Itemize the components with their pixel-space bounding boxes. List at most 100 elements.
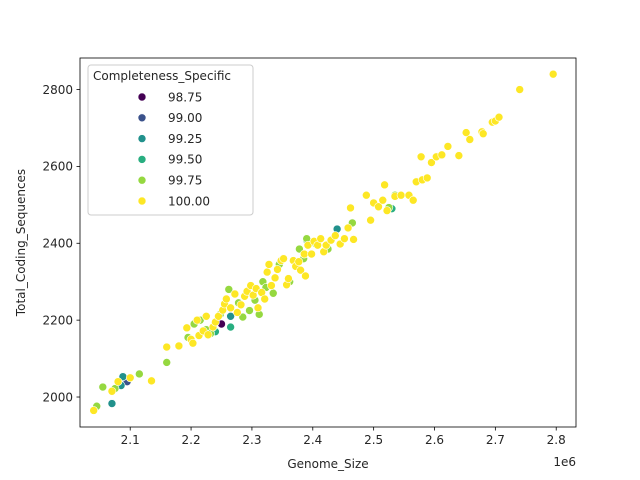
data-point xyxy=(268,288,278,298)
data-point xyxy=(236,300,246,310)
y-tick-label: 2400 xyxy=(42,237,73,251)
data-point xyxy=(226,311,235,321)
x-tick-label: 2.8 xyxy=(547,433,566,447)
data-point xyxy=(366,215,375,225)
data-points xyxy=(89,69,558,415)
data-point xyxy=(238,312,248,322)
data-point xyxy=(465,135,475,144)
plot-frame xyxy=(79,57,577,428)
data-point xyxy=(374,202,383,212)
data-point xyxy=(416,152,426,162)
data-point xyxy=(264,260,274,269)
legend-marker xyxy=(137,155,147,164)
x-tick-label: 2.7 xyxy=(486,433,505,447)
legend-label: 99.50 xyxy=(168,153,202,167)
data-point xyxy=(262,267,272,277)
legend-label: 98.75 xyxy=(168,90,202,104)
legend-label: 99.25 xyxy=(168,132,202,146)
data-point xyxy=(270,273,280,283)
y-tick-label: 2000 xyxy=(42,390,73,404)
data-point xyxy=(461,128,471,137)
y-tick-label: 2200 xyxy=(42,313,73,327)
data-point xyxy=(188,338,198,348)
y-tick-label: 2600 xyxy=(42,160,73,174)
data-point xyxy=(222,294,231,304)
data-point xyxy=(260,294,270,304)
data-point xyxy=(294,257,304,267)
x-tick-label: 2.6 xyxy=(425,433,444,447)
data-point xyxy=(330,231,340,240)
data-point xyxy=(299,249,309,259)
data-point xyxy=(174,341,184,351)
data-point xyxy=(230,289,240,299)
data-point xyxy=(224,285,234,294)
data-point xyxy=(182,323,192,333)
legend-marker xyxy=(137,175,147,185)
data-point xyxy=(548,69,558,79)
data-point xyxy=(301,271,310,281)
data-point xyxy=(422,173,432,183)
data-point xyxy=(113,377,123,386)
data-point xyxy=(378,195,388,205)
data-point xyxy=(203,330,213,340)
data-point xyxy=(396,190,406,200)
data-point xyxy=(245,306,254,315)
data-point xyxy=(284,274,293,283)
legend-label: 99.75 xyxy=(168,174,202,188)
legend-title: Completeness_Specific xyxy=(93,69,231,83)
data-point xyxy=(454,151,464,160)
x-tick-label: 2.5 xyxy=(364,433,383,447)
data-point xyxy=(380,180,389,190)
data-point xyxy=(192,315,202,325)
legend-entries: 98.75 99.00 99.25 99.50 99.75 100.00 xyxy=(137,90,210,208)
data-point xyxy=(349,235,358,244)
data-point xyxy=(233,308,242,317)
data-point xyxy=(346,203,355,213)
data-point xyxy=(267,281,276,290)
data-point xyxy=(343,223,353,233)
legend: Completeness_Specific 98.75 99.00 99.25 99.… xyxy=(87,64,254,216)
data-point xyxy=(362,190,371,200)
x-tick-label: 2.3 xyxy=(242,433,261,447)
data-point xyxy=(478,129,488,139)
data-point xyxy=(307,249,316,259)
x-axis-ticks: 2.1 2.2 2.3 2.4 2.5 2.6 2.7 2.8 xyxy=(121,427,566,447)
legend-marker xyxy=(137,196,147,206)
x-axis-label: Genome_Size xyxy=(287,457,368,471)
x-tick-label: 2.1 xyxy=(121,433,140,447)
data-point xyxy=(162,342,172,352)
data-point xyxy=(408,195,418,205)
data-point xyxy=(494,112,504,122)
data-point xyxy=(279,254,288,263)
data-point xyxy=(443,142,453,151)
data-point xyxy=(303,240,313,250)
legend-label: 99.00 xyxy=(168,111,202,125)
y-axis-ticks: 2000 2200 2400 2600 2800 xyxy=(42,83,80,404)
legend-marker xyxy=(137,113,147,123)
data-point xyxy=(125,373,135,383)
data-point xyxy=(107,386,117,396)
legend-label: 100.00 xyxy=(168,194,210,208)
legend-marker xyxy=(137,134,147,143)
data-point xyxy=(226,303,235,313)
data-point xyxy=(201,311,211,321)
x-axis-offset-label: 1e6 xyxy=(553,455,576,469)
data-point xyxy=(382,206,392,215)
data-point xyxy=(273,265,282,274)
data-point xyxy=(340,234,349,243)
data-point xyxy=(89,406,98,415)
data-point xyxy=(107,399,117,408)
data-point xyxy=(296,265,305,275)
x-tick-label: 2.2 xyxy=(182,433,201,447)
legend-marker xyxy=(137,92,147,102)
y-tick-label: 2800 xyxy=(42,83,73,97)
data-point xyxy=(253,303,263,313)
data-point xyxy=(427,158,436,167)
data-point xyxy=(162,358,172,367)
data-point xyxy=(437,150,447,160)
x-tick-label: 2.4 xyxy=(303,433,322,447)
y-axis-label: Total_Coding_Sequences xyxy=(14,169,28,317)
data-point xyxy=(135,369,144,379)
data-point xyxy=(226,322,235,332)
